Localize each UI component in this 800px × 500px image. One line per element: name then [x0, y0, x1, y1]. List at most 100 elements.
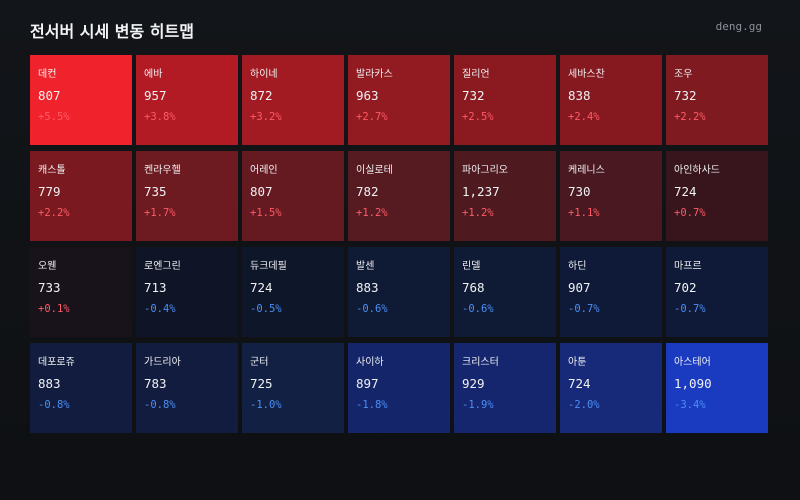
price-change: +0.1% [38, 303, 70, 315]
server-price: 732 [462, 88, 485, 103]
price-change: -0.6% [356, 303, 388, 315]
server-name: 켄라우헬 [144, 165, 181, 176]
server-price: 929 [462, 376, 485, 391]
price-change: -0.7% [674, 303, 706, 315]
server-name: 린델 [462, 261, 481, 272]
heatmap-cell: 아스테어 1,090 -3.4% [666, 343, 768, 433]
title: 전서버 시세 변동 히트맵 [30, 22, 194, 41]
server-name: 하딘 [568, 261, 587, 272]
server-name: 파아그리오 [462, 165, 508, 176]
server-price: 702 [674, 280, 697, 295]
server-price: 1,090 [674, 376, 712, 391]
server-price: 730 [568, 184, 591, 199]
heatmap-cell: 파아그리오 1,237 +1.2% [454, 151, 556, 241]
server-name: 캐스톨 [38, 165, 66, 176]
server-price: 735 [144, 184, 167, 199]
price-change: +3.8% [144, 111, 176, 123]
server-name: 데컨 [38, 69, 57, 80]
heatmap-cell: 마프르 702 -0.7% [666, 247, 768, 337]
price-change: +5.5% [38, 111, 70, 123]
server-name: 듀크데필 [250, 261, 287, 272]
price-change: -0.5% [250, 303, 282, 315]
server-price: 1,237 [462, 184, 500, 199]
server-price: 883 [356, 280, 379, 295]
price-change: -0.7% [568, 303, 600, 315]
server-price: 783 [144, 376, 167, 391]
heatmap-cell: 이실로테 782 +1.2% [348, 151, 450, 241]
heatmap-cell: 군터 725 -1.0% [242, 343, 344, 433]
server-name: 질리언 [462, 69, 490, 80]
server-price: 713 [144, 280, 167, 295]
heatmap-cell: 아인하사드 724 +0.7% [666, 151, 768, 241]
price-change: -3.4% [674, 399, 706, 411]
price-change: +2.2% [38, 207, 70, 219]
heatmap-cell: 린델 768 -0.6% [454, 247, 556, 337]
heatmap-cell: 어레인 807 +1.5% [242, 151, 344, 241]
heatmap-cell: 하이네 872 +3.2% [242, 55, 344, 145]
server-price: 768 [462, 280, 485, 295]
price-change: +1.5% [250, 207, 282, 219]
server-price: 725 [250, 376, 273, 391]
server-name: 마프르 [674, 261, 702, 272]
server-price: 907 [568, 280, 591, 295]
server-price: 732 [674, 88, 697, 103]
server-name: 크리스터 [462, 357, 499, 368]
server-price: 838 [568, 88, 591, 103]
price-change: -0.4% [144, 303, 176, 315]
server-price: 807 [250, 184, 273, 199]
heatmap-cell: 발라카스 963 +2.7% [348, 55, 450, 145]
price-change: -1.8% [356, 399, 388, 411]
price-change: -1.9% [462, 399, 494, 411]
heatmap-cell: 발센 883 -0.6% [348, 247, 450, 337]
price-change: +3.2% [250, 111, 282, 123]
server-price: 724 [568, 376, 591, 391]
server-name: 아툰 [568, 357, 587, 368]
price-change: +1.2% [356, 207, 388, 219]
server-name: 이실로테 [356, 165, 393, 176]
heatmap-cell: 하딘 907 -0.7% [560, 247, 662, 337]
price-change: -1.0% [250, 399, 282, 411]
server-name: 조우 [674, 69, 693, 80]
heatmap-cell: 아툰 724 -2.0% [560, 343, 662, 433]
server-name: 아스테어 [674, 357, 711, 368]
heatmap-cell: 데컨 807 +5.5% [30, 55, 132, 145]
server-price: 957 [144, 88, 167, 103]
heatmap-cell: 질리언 732 +2.5% [454, 55, 556, 145]
price-change: +1.2% [462, 207, 494, 219]
server-name: 에바 [144, 69, 163, 80]
price-change: +2.5% [462, 111, 494, 123]
heatmap-cell: 세바스찬 838 +2.4% [560, 55, 662, 145]
server-name: 군터 [250, 357, 269, 368]
price-change: +2.4% [568, 111, 600, 123]
server-name: 사이하 [356, 357, 384, 368]
heatmap-cell: 오웬 733 +0.1% [30, 247, 132, 337]
site-label: deng.gg [715, 20, 762, 33]
price-change: +0.7% [674, 207, 706, 219]
heatmap-cell: 듀크데필 724 -0.5% [242, 247, 344, 337]
server-name: 세바스찬 [568, 69, 605, 80]
heatmap-cell: 조우 732 +2.2% [666, 55, 768, 145]
heatmap-cell: 켄라우헬 735 +1.7% [136, 151, 238, 241]
server-price: 963 [356, 88, 379, 103]
server-name: 발라카스 [356, 69, 393, 80]
server-price: 733 [38, 280, 61, 295]
server-name: 오웬 [38, 261, 57, 272]
heatmap-cell: 크리스터 929 -1.9% [454, 343, 556, 433]
server-name: 어레인 [250, 165, 278, 176]
server-price: 782 [356, 184, 379, 199]
price-change: -0.6% [462, 303, 494, 315]
server-price: 724 [674, 184, 697, 199]
server-price: 897 [356, 376, 379, 391]
server-price: 724 [250, 280, 273, 295]
price-change: -0.8% [38, 399, 70, 411]
heatmap-cell: 로엔그린 713 -0.4% [136, 247, 238, 337]
price-change: +1.1% [568, 207, 600, 219]
heatmap-cell: 데포로쥬 883 -0.8% [30, 343, 132, 433]
heatmap-cell: 사이하 897 -1.8% [348, 343, 450, 433]
server-price: 779 [38, 184, 61, 199]
server-name: 아인하사드 [674, 165, 720, 176]
heatmap-cell: 가드리아 783 -0.8% [136, 343, 238, 433]
price-change: -2.0% [568, 399, 600, 411]
server-name: 로엔그린 [144, 261, 181, 272]
heatmap-cell: 에바 957 +3.8% [136, 55, 238, 145]
